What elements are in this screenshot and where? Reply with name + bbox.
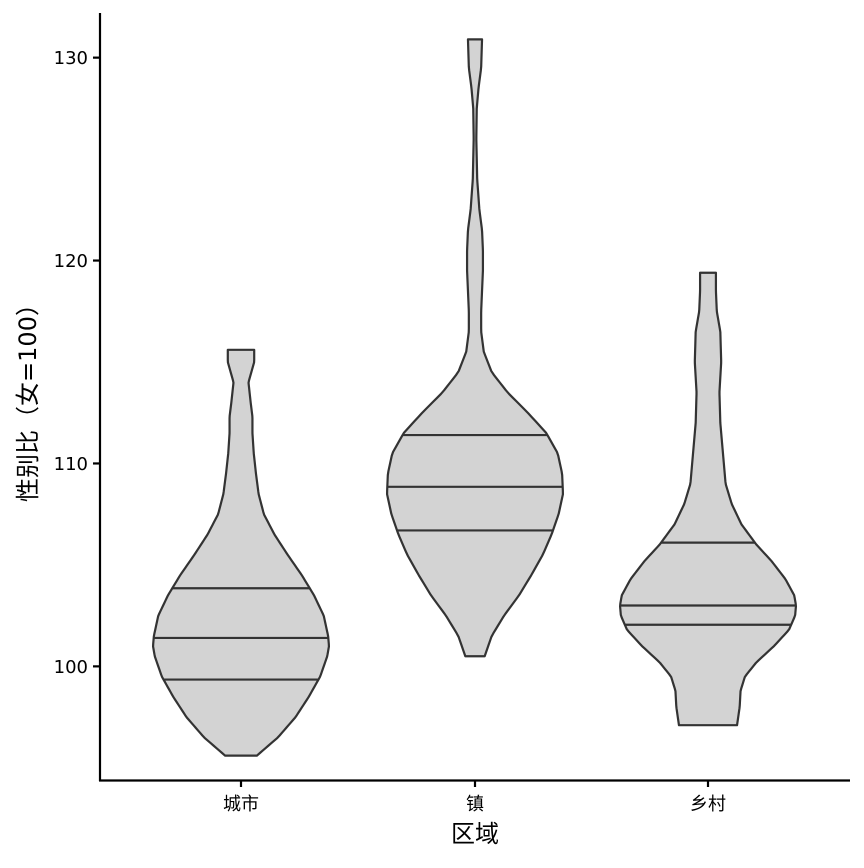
y-ticks: 100 110 120 130 xyxy=(54,48,100,678)
violin-1 xyxy=(151,348,331,757)
violin-body xyxy=(385,38,565,658)
x-tick-label: 乡村 xyxy=(690,794,726,815)
violin-body xyxy=(151,348,331,757)
violin-2 xyxy=(385,38,565,658)
y-tick-label: 100 xyxy=(54,657,88,678)
x-tick-label: 城市 xyxy=(223,794,259,815)
y-tick-label: 110 xyxy=(54,454,88,475)
violin-3 xyxy=(618,271,798,727)
x-ticks: 城市 镇 乡村 xyxy=(223,780,726,815)
y-tick-label: 130 xyxy=(54,48,88,69)
y-axis-title: 性别比（女=100） xyxy=(14,292,42,502)
violin-layer xyxy=(151,38,798,757)
x-tick-label: 镇 xyxy=(466,794,484,815)
x-axis-title: 区域 xyxy=(451,820,499,848)
y-tick-label: 120 xyxy=(54,251,88,272)
violin-body xyxy=(618,271,798,727)
